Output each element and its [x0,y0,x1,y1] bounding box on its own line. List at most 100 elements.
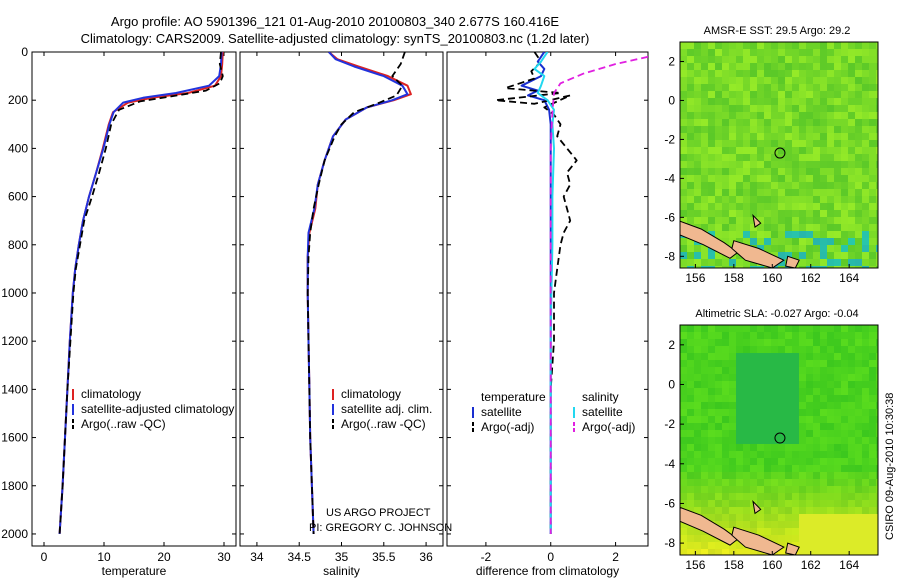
map-cell [771,409,779,417]
map-cell [820,147,828,155]
map-cell [715,168,723,176]
map-cell [722,479,730,487]
map-cell [813,500,821,508]
map-cell [708,360,716,368]
map-cell [729,140,737,148]
map-cell [701,388,709,396]
map-cell [701,252,709,260]
map-cell [813,161,821,169]
legend-entry: Argo(..raw -QC) [81,417,166,431]
map-cell [757,154,765,162]
map-cell [680,182,688,190]
map-cell [694,430,702,438]
map-cell [806,444,814,452]
map-cell [715,402,723,410]
map-cell [764,231,772,239]
map-cell [799,535,807,543]
map-cell [750,168,758,176]
map-cell [869,521,877,529]
map-cell [792,161,800,169]
map-cell [778,70,786,78]
map-cell [827,479,835,487]
map-cell [687,479,695,487]
map-cell [694,168,702,176]
argo-position-marker [774,432,786,444]
x-tick-label: 34 [250,550,264,564]
map-cell [757,521,765,529]
map-cell [855,217,863,225]
map-cell [729,416,737,424]
map-cell [834,245,842,253]
map-cell [736,381,744,389]
map-cell [827,84,835,92]
map-cell [778,42,786,50]
map-cell [876,147,878,155]
map-cell [799,175,807,183]
map-cell [785,119,793,127]
map-cell [722,521,730,529]
map-cell [680,168,688,176]
map-cell [687,42,695,50]
map-cell [757,423,765,431]
map-cell [708,84,716,92]
map-cell [722,259,730,267]
map-cell [715,451,723,459]
map-cell [680,91,688,99]
map-cell [729,259,737,267]
map-cell [778,112,786,120]
map-cell [743,472,751,480]
map-cell [778,63,786,71]
map-cell [771,486,779,494]
map-cell [848,416,856,424]
map-cell [785,147,793,155]
project-label: US ARGO PROJECT [326,507,431,519]
map-cell [694,423,702,431]
map-cell [694,56,702,64]
map-cell [827,451,835,459]
map-cell [715,84,723,92]
map-cell [834,416,842,424]
map-cell [771,444,779,452]
map-cell [799,133,807,141]
map-cell [876,231,878,239]
map-cell [785,395,793,403]
map-cell [778,49,786,57]
map-cell [876,140,878,148]
map-cell [869,451,877,459]
map-cell [750,77,758,85]
map-cell [848,346,856,354]
map-cell [792,203,800,211]
map-cell [750,549,758,555]
map-cell [750,231,758,239]
map-cell [694,49,702,57]
map-cell [806,339,814,347]
map-cell [862,353,870,361]
map-cell [778,238,786,246]
map-cell [750,367,758,375]
map-cell [834,203,842,211]
map-cell [806,409,814,417]
map-cell [757,119,765,127]
map-cell [855,91,863,99]
map-cell [806,500,814,508]
map-cell [813,231,821,239]
map-cell [862,409,870,417]
map-cell [827,224,835,232]
map-cell [680,535,688,543]
map-cell [736,416,744,424]
map-cell [827,549,835,555]
map-cell [862,521,870,529]
map-cell [876,388,878,396]
map-cell [708,196,716,204]
map-cell [834,84,842,92]
map-cell [841,423,849,431]
x-axis-label: difference from climatology [476,564,619,578]
map-cell [750,70,758,78]
map-cell [778,367,786,375]
map-cell [792,217,800,225]
map-cell [862,140,870,148]
map-cell [827,238,835,246]
map-cell [869,266,877,268]
map-cell [834,500,842,508]
map-cell [855,367,863,375]
